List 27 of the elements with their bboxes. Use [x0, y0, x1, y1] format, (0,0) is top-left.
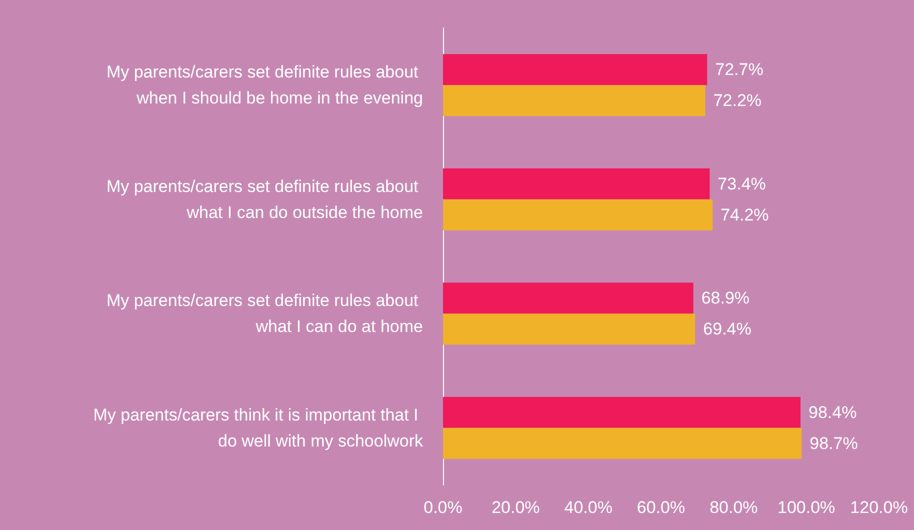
bar [443, 282, 694, 314]
y-tick-label: My parents/carers set definite rules about when I should be home in the evening [106, 62, 423, 108]
bar [443, 428, 802, 459]
data-label: 69.4% [703, 320, 752, 339]
data-label: 72.7% [715, 60, 764, 80]
x-tick-label: 60.0% [636, 498, 686, 517]
x-tick-label: 80.0% [710, 498, 758, 517]
data-label: 98.7% [810, 434, 858, 453]
bar [443, 85, 706, 116]
y-tick-label: My parents/carers think it is important that I do well with my schoolwork [93, 405, 424, 450]
bar [443, 199, 713, 230]
bar [443, 168, 710, 200]
x-tick-label: 120.0% [850, 498, 908, 517]
x-tick-label: 0.0% [424, 498, 462, 517]
x-tick-label: 40.0% [564, 498, 612, 517]
y-tick-label: My parents/carers set definite rules about what I can do at home [106, 291, 423, 336]
data-label: 68.9% [701, 288, 750, 308]
data-label: 72.2% [713, 91, 762, 110]
x-tick-label: 100.0% [777, 498, 836, 517]
data-label: 73.4% [718, 174, 766, 194]
data-label: 98.4% [808, 402, 857, 422]
bar [443, 314, 696, 345]
bar [443, 54, 708, 86]
y-tick-label: My parents/carers set definite rules about what I can do outside the home [106, 176, 423, 222]
x-tick-label: 20.0% [492, 498, 540, 517]
data-label: 74.2% [720, 205, 769, 224]
bar [443, 396, 801, 428]
